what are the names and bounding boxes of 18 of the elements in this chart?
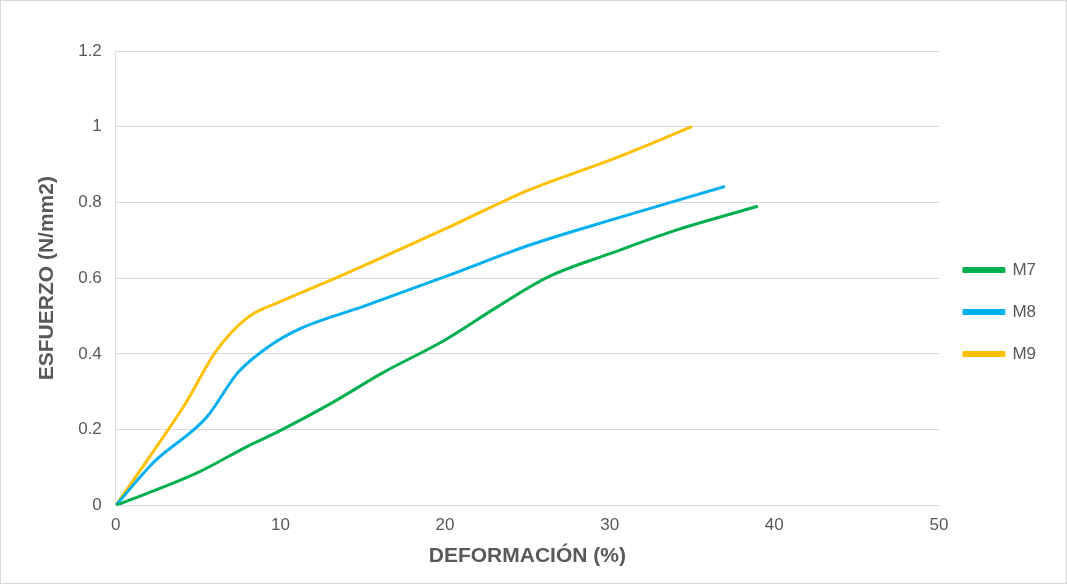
x-tick-label: 0 — [111, 515, 121, 535]
y-axis-title: ESFUERZO (N/mm2) — [34, 176, 58, 381]
y-tick-label: 0 — [92, 495, 102, 515]
y-tick-label: 0.4 — [78, 343, 102, 363]
y-tick-label: 1 — [92, 116, 102, 136]
legend-label: M7 — [1012, 259, 1037, 279]
x-tick-label: 40 — [764, 515, 784, 535]
x-tick-label: 20 — [435, 515, 455, 535]
y-tick-label: 0.8 — [78, 192, 102, 212]
y-tick-label: 1.2 — [78, 40, 102, 60]
legend-label: M8 — [1012, 301, 1037, 321]
x-tick-label: 30 — [600, 515, 620, 535]
y-tick-label: 0.6 — [78, 267, 102, 287]
x-axis-title: DEFORMACIÓN (%) — [428, 543, 626, 567]
x-tick-label: 50 — [929, 515, 949, 535]
x-tick-label: 10 — [270, 515, 290, 535]
legend-label: M9 — [1012, 343, 1037, 363]
y-tick-label: 0.2 — [78, 419, 102, 439]
